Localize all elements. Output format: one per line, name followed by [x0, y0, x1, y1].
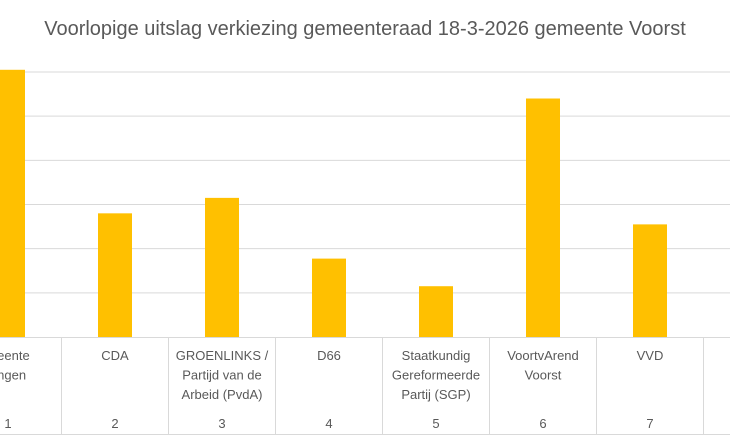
- bar: [205, 197, 239, 337]
- category-label: Arbeid (PvdA): [182, 387, 263, 402]
- category-number-label: 7: [646, 416, 653, 431]
- bar: [633, 224, 667, 337]
- bar: [0, 69, 25, 338]
- category-label: CDA: [101, 348, 129, 363]
- category-number-label: 4: [325, 416, 332, 431]
- category-axis: meente angen 1 CDA 2 GROENLINKS / Partijd van …: [0, 337, 730, 435]
- category-number-label: 5: [432, 416, 439, 431]
- category-label: Partijd van de: [182, 368, 262, 383]
- bar: [526, 98, 560, 337]
- bars: [0, 69, 667, 338]
- category-label: angen: [0, 368, 26, 383]
- category-label: GROENLINKS /: [176, 348, 269, 363]
- category-number-label: 1: [4, 416, 11, 431]
- category-label: Voorst: [525, 368, 562, 383]
- category-label: D66: [317, 348, 341, 363]
- category-label: VVD: [637, 348, 664, 363]
- category-label: meente: [0, 348, 30, 363]
- category-number-label: 3: [218, 416, 225, 431]
- bar: [312, 258, 346, 337]
- category-label: Staatkundig: [402, 348, 471, 363]
- category-label: VoortvArend: [507, 348, 579, 363]
- bar: [98, 213, 132, 337]
- bar: [419, 286, 453, 337]
- category-number-label: 6: [539, 416, 546, 431]
- category-number-label: 2: [111, 416, 118, 431]
- chart-title: Voorlopige uitslag verkiezing gemeentera…: [44, 18, 686, 40]
- category-label: Gereformeerde: [392, 368, 480, 383]
- category-label: Partij (SGP): [401, 387, 470, 402]
